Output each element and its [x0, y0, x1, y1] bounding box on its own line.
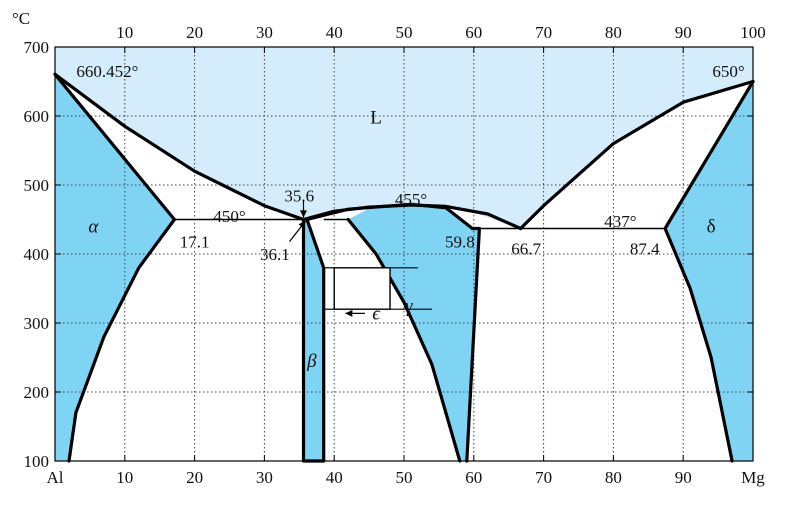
annotation-label: 36.1 [260, 245, 290, 264]
x-top-tick-label: 10 [116, 23, 133, 42]
y-tick-label: 500 [24, 176, 50, 195]
annotation-label: 17.1 [180, 233, 210, 252]
x-tick-label: 40 [326, 468, 343, 487]
phase-label: α [88, 216, 99, 237]
liquidus-right-line [518, 79, 755, 231]
x-tick-label: Mg [741, 468, 765, 487]
liquidus-left-line [53, 72, 306, 222]
y-tick-label: 400 [24, 245, 50, 264]
x-top-tick-label: 50 [396, 23, 413, 42]
arrow-36-1-head [298, 220, 306, 229]
annotation-label: 59.8 [445, 233, 475, 252]
annotation-label: 66.7 [511, 239, 541, 258]
x-tick-label: 90 [675, 468, 692, 487]
x-top-tick-label: 70 [535, 23, 552, 42]
annotation-label: 87.4 [630, 239, 660, 258]
y-tick-label: 100 [24, 452, 50, 471]
beta-phase-boundary [301, 217, 326, 463]
delta-solvus-line [663, 226, 734, 463]
y-tick-label: 300 [24, 314, 50, 333]
delta-phase-region [665, 81, 753, 461]
y-tick-label: 600 [24, 107, 50, 126]
alpha-solvus-line [67, 217, 176, 463]
x-top-tick-label: 30 [256, 23, 273, 42]
arrow-35-6-head [299, 210, 307, 218]
epsilon-arrow-head [345, 309, 353, 317]
x-top-tick-label: 80 [605, 23, 622, 42]
x-tick-label: 80 [605, 468, 622, 487]
gamma-left-solvus-line [346, 217, 462, 463]
annotation-label: 660.452° [76, 62, 138, 81]
x-top-tick-label: 20 [186, 23, 203, 42]
x-tick-label: 30 [256, 468, 273, 487]
x-top-tick-label: 40 [326, 23, 343, 42]
annotation-label: 437° [604, 212, 636, 231]
x-top-tick-label: 90 [675, 23, 692, 42]
epsilon-box [333, 267, 391, 310]
phase-label: L [370, 107, 382, 128]
y-tick-label: 700 [24, 38, 50, 57]
x-tick-label: 10 [116, 468, 133, 487]
alpha-phase-region [55, 74, 175, 462]
gamma-top-boundary [305, 202, 474, 231]
annotation-label: 450° [213, 207, 245, 226]
annotation-label: 650° [712, 62, 744, 81]
x-top-tick-label: 100 [740, 23, 766, 42]
y-tick-label: 200 [24, 383, 50, 402]
grid-layer [54, 46, 754, 462]
boundary-layer [53, 72, 755, 463]
beta-phase-region [303, 219, 324, 461]
phase-label: β [306, 351, 317, 372]
x-tick-label: 60 [465, 468, 482, 487]
alpha-solidus-line [53, 72, 176, 222]
phase-label: ϵ [372, 303, 381, 324]
x-tick-label: 70 [535, 468, 552, 487]
x-top-tick-label: 60 [465, 23, 482, 42]
phase-label: γ [405, 296, 413, 317]
label-layer: 100 200 300 400 500 600 700 Al 10 20 30 40 50 60 70 80 9… [24, 23, 766, 487]
x-tick-label: 50 [396, 468, 413, 487]
phase-label: δ [707, 216, 716, 237]
annotation-label: 455° [395, 190, 427, 209]
x-tick-label: 20 [186, 468, 203, 487]
annotation-label: 35.6 [284, 186, 314, 205]
x-tick-label: Al [47, 468, 64, 487]
delta-solidus-line [663, 79, 755, 231]
y-axis-unit: °C [12, 9, 30, 28]
gamma-phase-region [348, 204, 480, 462]
